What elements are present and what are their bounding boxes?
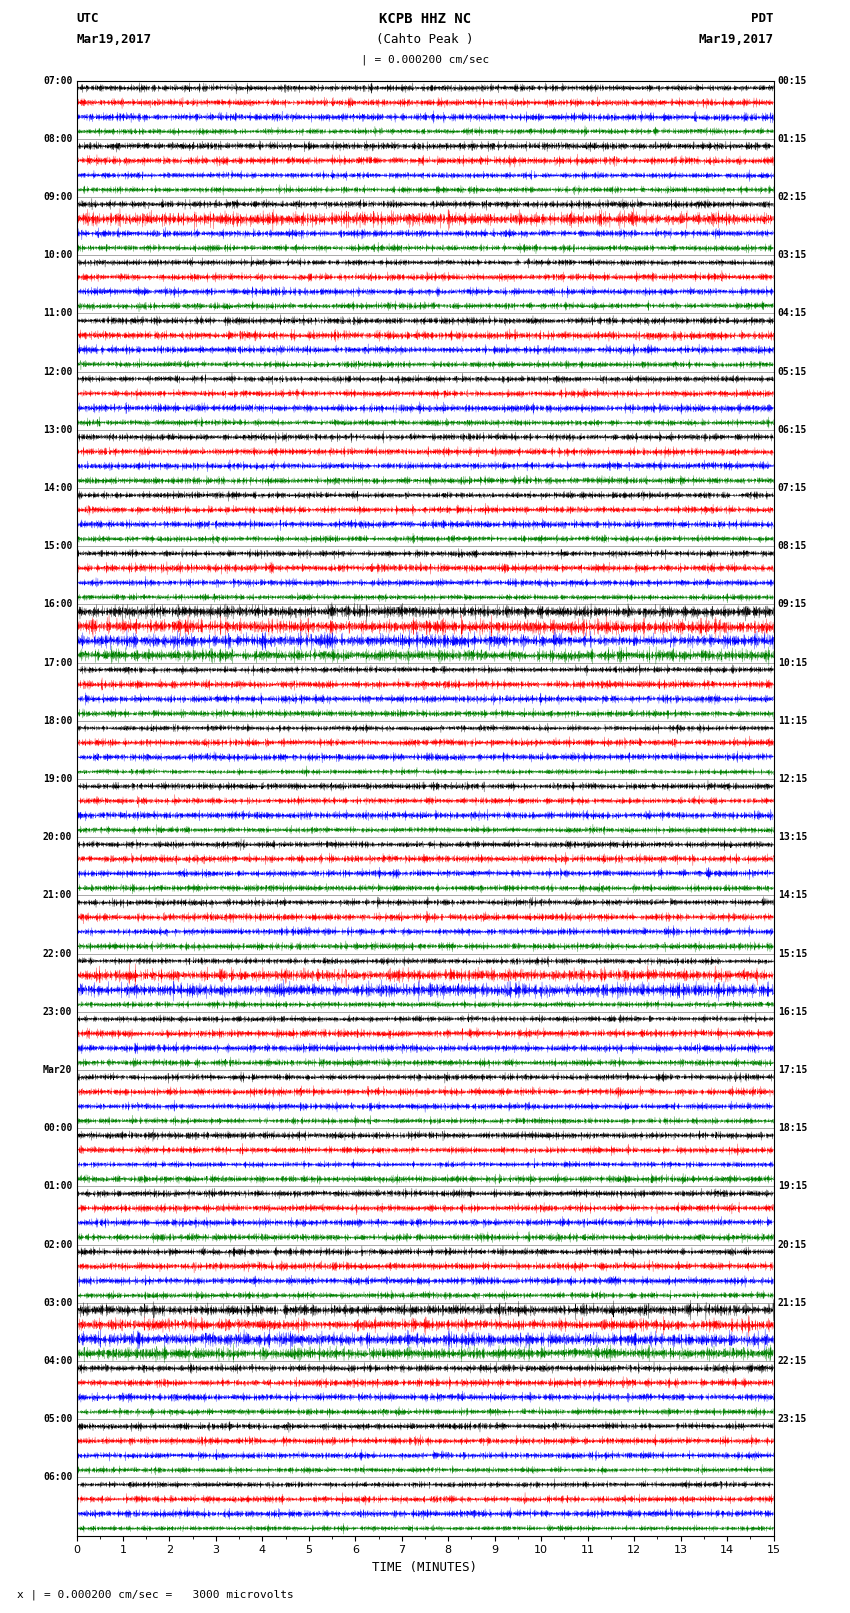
Text: 16:00: 16:00	[42, 600, 72, 610]
Text: x | = 0.000200 cm/sec =   3000 microvolts: x | = 0.000200 cm/sec = 3000 microvolts	[17, 1589, 294, 1600]
Text: 12:15: 12:15	[778, 774, 807, 784]
Text: 22:15: 22:15	[778, 1357, 807, 1366]
Text: Mar19,2017: Mar19,2017	[76, 32, 151, 47]
Text: 20:00: 20:00	[42, 832, 72, 842]
Text: 08:15: 08:15	[778, 542, 807, 552]
Text: Mar20: Mar20	[42, 1065, 72, 1074]
Text: 22:00: 22:00	[42, 948, 72, 958]
Text: 06:15: 06:15	[778, 424, 807, 436]
Text: 17:00: 17:00	[42, 658, 72, 668]
Text: 21:00: 21:00	[42, 890, 72, 900]
Text: 14:15: 14:15	[778, 890, 807, 900]
Text: 05:00: 05:00	[42, 1415, 72, 1424]
Text: (Cahto Peak ): (Cahto Peak )	[377, 32, 473, 47]
Text: 03:15: 03:15	[778, 250, 807, 260]
Text: UTC: UTC	[76, 11, 99, 26]
Text: 18:15: 18:15	[778, 1123, 807, 1134]
Text: 00:15: 00:15	[778, 76, 807, 85]
Text: 18:00: 18:00	[42, 716, 72, 726]
Text: 02:15: 02:15	[778, 192, 807, 202]
Text: 16:15: 16:15	[778, 1007, 807, 1016]
Text: 07:00: 07:00	[42, 76, 72, 85]
Text: | = 0.000200 cm/sec: | = 0.000200 cm/sec	[361, 53, 489, 65]
Text: KCPB HHZ NC: KCPB HHZ NC	[379, 11, 471, 26]
Text: 01:00: 01:00	[42, 1181, 72, 1192]
Text: 19:00: 19:00	[42, 774, 72, 784]
Text: 15:15: 15:15	[778, 948, 807, 958]
Text: 20:15: 20:15	[778, 1240, 807, 1250]
Text: Mar19,2017: Mar19,2017	[699, 32, 774, 47]
Text: 11:15: 11:15	[778, 716, 807, 726]
Text: 13:00: 13:00	[42, 424, 72, 436]
Text: 06:00: 06:00	[42, 1473, 72, 1482]
Text: 01:15: 01:15	[778, 134, 807, 144]
Text: 03:00: 03:00	[42, 1298, 72, 1308]
Text: 11:00: 11:00	[42, 308, 72, 318]
Text: 21:15: 21:15	[778, 1298, 807, 1308]
Text: 05:15: 05:15	[778, 366, 807, 376]
Text: 15:00: 15:00	[42, 542, 72, 552]
Text: 23:00: 23:00	[42, 1007, 72, 1016]
Text: 10:00: 10:00	[42, 250, 72, 260]
Text: PDT: PDT	[751, 11, 774, 26]
Text: 08:00: 08:00	[42, 134, 72, 144]
Text: 04:00: 04:00	[42, 1357, 72, 1366]
Text: 12:00: 12:00	[42, 366, 72, 376]
Text: 10:15: 10:15	[778, 658, 807, 668]
Text: 09:00: 09:00	[42, 192, 72, 202]
Text: 23:15: 23:15	[778, 1415, 807, 1424]
Text: 07:15: 07:15	[778, 482, 807, 494]
Text: 02:00: 02:00	[42, 1240, 72, 1250]
Text: 00:00: 00:00	[42, 1123, 72, 1134]
Text: 14:00: 14:00	[42, 482, 72, 494]
Text: 19:15: 19:15	[778, 1181, 807, 1192]
Text: 04:15: 04:15	[778, 308, 807, 318]
Text: 17:15: 17:15	[778, 1065, 807, 1074]
Text: 09:15: 09:15	[778, 600, 807, 610]
Text: 13:15: 13:15	[778, 832, 807, 842]
X-axis label: TIME (MINUTES): TIME (MINUTES)	[372, 1561, 478, 1574]
